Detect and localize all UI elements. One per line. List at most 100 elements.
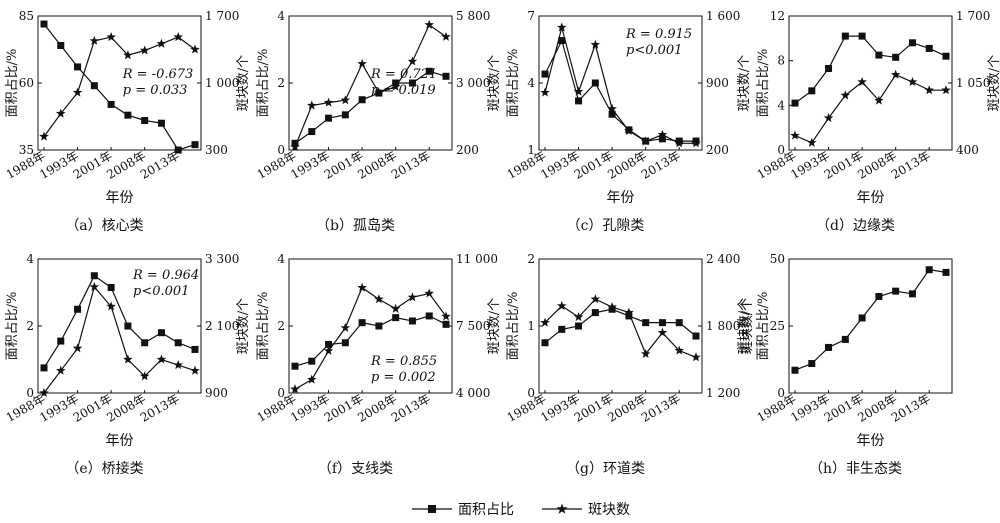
area-point [408, 317, 416, 325]
patch-point [340, 95, 351, 105]
area-point [791, 366, 799, 374]
patch-point [39, 388, 49, 398]
right-tick-label: 900 [205, 386, 228, 400]
legend-item-patch: 斑块数 [542, 499, 630, 519]
area-point [558, 37, 566, 45]
area-point [541, 339, 549, 347]
patch-point [557, 22, 567, 32]
left-tick-label: 0 [277, 386, 285, 400]
patch-series-line [43, 285, 196, 394]
area-point [675, 319, 683, 327]
area-point [942, 52, 950, 60]
patch-point [540, 317, 550, 327]
patch-point [441, 31, 451, 41]
patch-point [357, 58, 367, 68]
stat-annotation: p<0.001 [133, 284, 189, 299]
panel-caption: （h）非生态类 [809, 461, 902, 477]
patch-point [424, 288, 434, 298]
patch-point [390, 303, 401, 313]
legend-label-area: 面积占比 [458, 502, 514, 518]
area-point [157, 329, 165, 337]
right-tick-label: 1 700 [956, 9, 990, 23]
patch-point [941, 85, 951, 95]
area-point [925, 266, 933, 274]
area-point [608, 110, 616, 118]
panel-caption: （f）支线类 [318, 461, 393, 477]
stat-annotation: R = 0.964 [132, 268, 199, 283]
area-point [141, 339, 149, 347]
patch-point [807, 137, 817, 147]
area-series-line [794, 269, 947, 371]
right-y-axis-label: 斑块数/个 [737, 55, 752, 111]
area-point [625, 312, 633, 320]
patch-series-line [294, 23, 447, 148]
area-point [575, 322, 583, 330]
area-point [942, 268, 950, 276]
panel-caption: （b）孤岛类 [316, 218, 395, 234]
right-tick-label: 200 [456, 143, 479, 157]
patch-point [557, 300, 567, 310]
left-tick-label: 4 [527, 76, 535, 90]
stat-annotation: p = 0.033 [123, 83, 188, 98]
area-point [191, 345, 199, 353]
left-y-axis-label: 面积占比/% [256, 292, 271, 361]
area-point [358, 96, 366, 104]
x-tick-label: 2013年 [639, 148, 683, 181]
area-point [791, 99, 799, 107]
area-point [658, 319, 666, 327]
right-tick-label: 1 000 [205, 76, 239, 90]
right-y-axis-label: 斑块数/个 [487, 298, 502, 354]
patch-point [156, 354, 167, 364]
patch-point [56, 365, 66, 375]
patch-point [407, 56, 418, 66]
patch-point [39, 131, 49, 141]
area-point [875, 293, 883, 301]
patch-point [840, 90, 851, 100]
right-tick-label: 7 500 [456, 319, 490, 333]
left-y-axis-label: 面积占比/% [506, 292, 521, 361]
left-y-axis-label: 面积占比/% [756, 292, 771, 361]
area-point [892, 287, 900, 295]
patch-point [640, 348, 651, 358]
right-tick-label: 200 [706, 143, 729, 157]
patch-point [323, 345, 334, 355]
patch-point [640, 136, 651, 146]
right-y-axis-label: 斑块数/个 [487, 55, 502, 111]
patch-point [374, 87, 384, 97]
area-point [825, 343, 833, 351]
area-point [90, 272, 98, 280]
left-tick-label: 35 [19, 143, 34, 157]
panel-caption: （c）孔隙类 [567, 218, 645, 234]
area-point [375, 322, 383, 330]
left-tick-label: 4 [777, 98, 785, 112]
x-tick-label: 2013年 [889, 148, 933, 181]
area-point [591, 79, 599, 87]
x-axis-label: 年份 [106, 433, 134, 449]
patch-point [390, 81, 401, 91]
right-tick-label: 1 200 [706, 386, 740, 400]
right-tick-label: 5 800 [456, 9, 490, 23]
patch-point [340, 322, 351, 332]
stat-annotation: p = 0.002 [371, 370, 436, 385]
patch-series-line [294, 286, 447, 390]
patch-point [573, 312, 584, 322]
patch-point [590, 39, 601, 49]
left-tick-label: 85 [19, 9, 34, 23]
x-tick-label: 2013年 [639, 391, 683, 424]
plot-frame [788, 258, 953, 394]
right-tick-label: 11 000 [456, 252, 498, 266]
x-tick-label: 2013年 [389, 391, 433, 424]
patch-point [441, 311, 451, 321]
legend-label-patch: 斑块数 [588, 502, 630, 518]
area-point [40, 20, 48, 28]
area-point [808, 87, 816, 95]
area-point [442, 72, 450, 80]
right-y-axis-label: 斑块数/个 [987, 55, 1000, 111]
patch-point [139, 45, 150, 55]
left-tick-label: 4 [26, 252, 34, 266]
right-tick-label: 1 700 [205, 9, 239, 23]
